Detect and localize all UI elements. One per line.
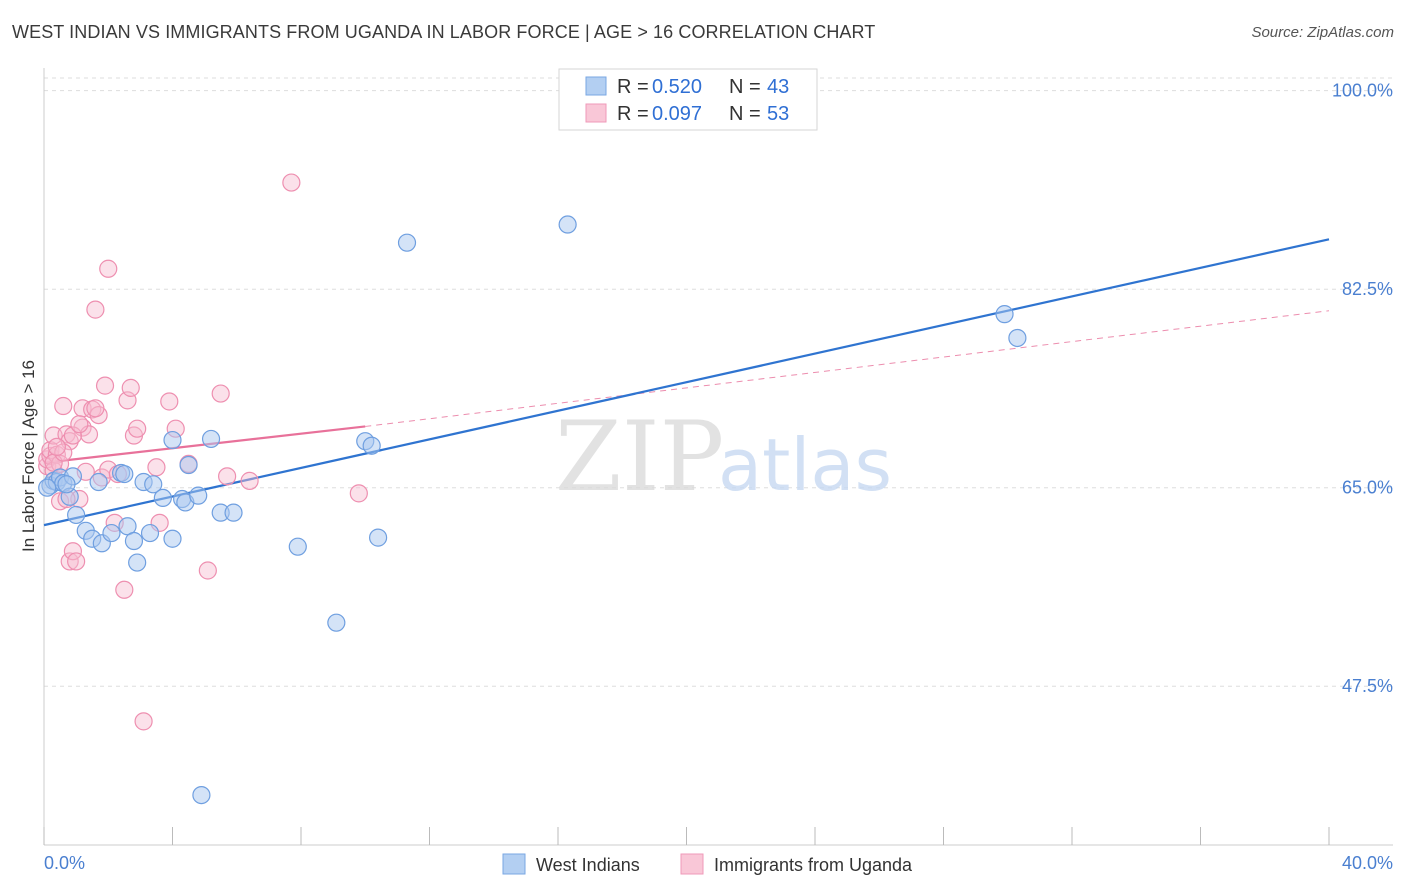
data-point-west-indians <box>201 429 221 449</box>
y-tick-label: 47.5% <box>1342 676 1393 696</box>
y-tick-label: 65.0% <box>1342 478 1393 498</box>
bottom-legend-swatch-pink <box>680 853 704 875</box>
data-point-west-indians <box>558 215 577 234</box>
data-point-west-indians <box>140 523 160 543</box>
data-point-uganda <box>198 561 217 580</box>
correlation-legend: R = 0.520 N = 43 R = 0.097 N = 53 <box>558 68 818 131</box>
bottom-legend-label-west-indians: West Indians <box>536 855 640 875</box>
data-point-uganda <box>67 552 86 571</box>
data-point-west-indians <box>288 537 307 556</box>
y-tick-label: 100.0% <box>1332 81 1393 101</box>
legend-r-label-2: R = <box>617 103 649 125</box>
data-point-uganda <box>282 173 301 192</box>
data-point-uganda <box>47 437 66 456</box>
y-axis-label: In Labor Force | Age > 16 <box>19 360 38 552</box>
data-point-west-indians <box>128 553 147 572</box>
watermark-atlas: atlas <box>718 423 892 507</box>
y-tick-label: 82.5% <box>1342 279 1393 299</box>
series-legend: West Indians Immigrants from Uganda <box>502 853 913 875</box>
data-point-west-indians <box>124 531 144 551</box>
legend-swatch-blue <box>585 76 607 96</box>
watermark: ZIP atlas <box>555 401 892 513</box>
legend-n-value-1: 43 <box>767 76 789 98</box>
data-point-uganda <box>128 419 147 438</box>
data-point-uganda <box>86 300 105 319</box>
grid-lines <box>44 77 1393 687</box>
series-west-indians-points <box>38 215 1027 805</box>
data-point-west-indians <box>89 472 108 492</box>
y-tick-labels: 47.5% 65.0% 82.5% 100.0% <box>1332 81 1393 697</box>
data-point-west-indians <box>362 436 381 455</box>
data-point-uganda <box>95 376 115 395</box>
data-point-uganda <box>147 458 166 477</box>
data-point-uganda <box>240 471 259 490</box>
data-point-uganda <box>63 426 83 445</box>
data-point-west-indians <box>57 475 76 494</box>
legend-r-label-1: R = <box>617 76 649 98</box>
data-point-uganda <box>86 399 105 418</box>
series-uganda-points <box>38 173 368 731</box>
data-point-uganda <box>44 426 63 445</box>
data-point-uganda <box>349 484 368 503</box>
data-point-uganda <box>134 712 153 731</box>
legend-r-value-1: 0.520 <box>652 76 702 98</box>
data-point-uganda <box>99 259 118 278</box>
data-point-west-indians <box>192 785 211 805</box>
data-point-uganda <box>54 396 73 416</box>
data-point-west-indians <box>115 464 134 484</box>
data-point-west-indians <box>144 475 163 494</box>
data-point-uganda <box>160 392 179 411</box>
data-point-west-indians <box>102 523 121 543</box>
data-point-west-indians <box>995 305 1014 324</box>
x-tick-label-max: 40.0% <box>1342 853 1393 873</box>
data-point-uganda <box>115 580 134 599</box>
bottom-legend-swatch-blue <box>502 853 526 875</box>
data-point-uganda <box>63 542 83 561</box>
data-point-west-indians <box>369 528 388 547</box>
data-point-west-indians <box>163 529 182 548</box>
legend-n-label-1: N = <box>729 76 761 98</box>
data-point-uganda <box>70 415 89 434</box>
trend-line-uganda-extended <box>365 310 1330 427</box>
data-point-uganda <box>218 467 237 486</box>
x-ticks <box>43 827 1330 845</box>
chart-title: WEST INDIAN VS IMMIGRANTS FROM UGANDA IN… <box>12 22 876 42</box>
legend-swatch-pink <box>585 103 607 123</box>
legend-r-value-2: 0.097 <box>652 103 702 125</box>
data-point-uganda <box>60 552 79 571</box>
data-point-west-indians <box>179 455 198 475</box>
legend-n-label-2: N = <box>729 103 761 125</box>
data-point-west-indians <box>38 478 57 497</box>
data-point-uganda <box>121 378 140 397</box>
data-point-west-indians <box>397 233 417 252</box>
data-point-west-indians <box>163 430 182 450</box>
data-point-west-indians <box>1008 328 1027 348</box>
watermark-zip: ZIP <box>555 401 724 513</box>
data-point-west-indians <box>153 488 172 508</box>
data-point-uganda <box>211 384 230 403</box>
x-tick-label-min: 0.0% <box>44 853 85 873</box>
trend-line-west-indians <box>43 238 1330 527</box>
bottom-legend-label-uganda: Immigrants from Uganda <box>714 855 913 875</box>
data-point-west-indians <box>224 503 243 522</box>
data-point-west-indians <box>67 505 86 525</box>
legend-n-value-2: 53 <box>767 103 789 125</box>
data-point-west-indians <box>327 613 346 632</box>
source-label: Source: ZipAtlas.com <box>1251 24 1394 41</box>
data-point-west-indians <box>189 486 208 505</box>
